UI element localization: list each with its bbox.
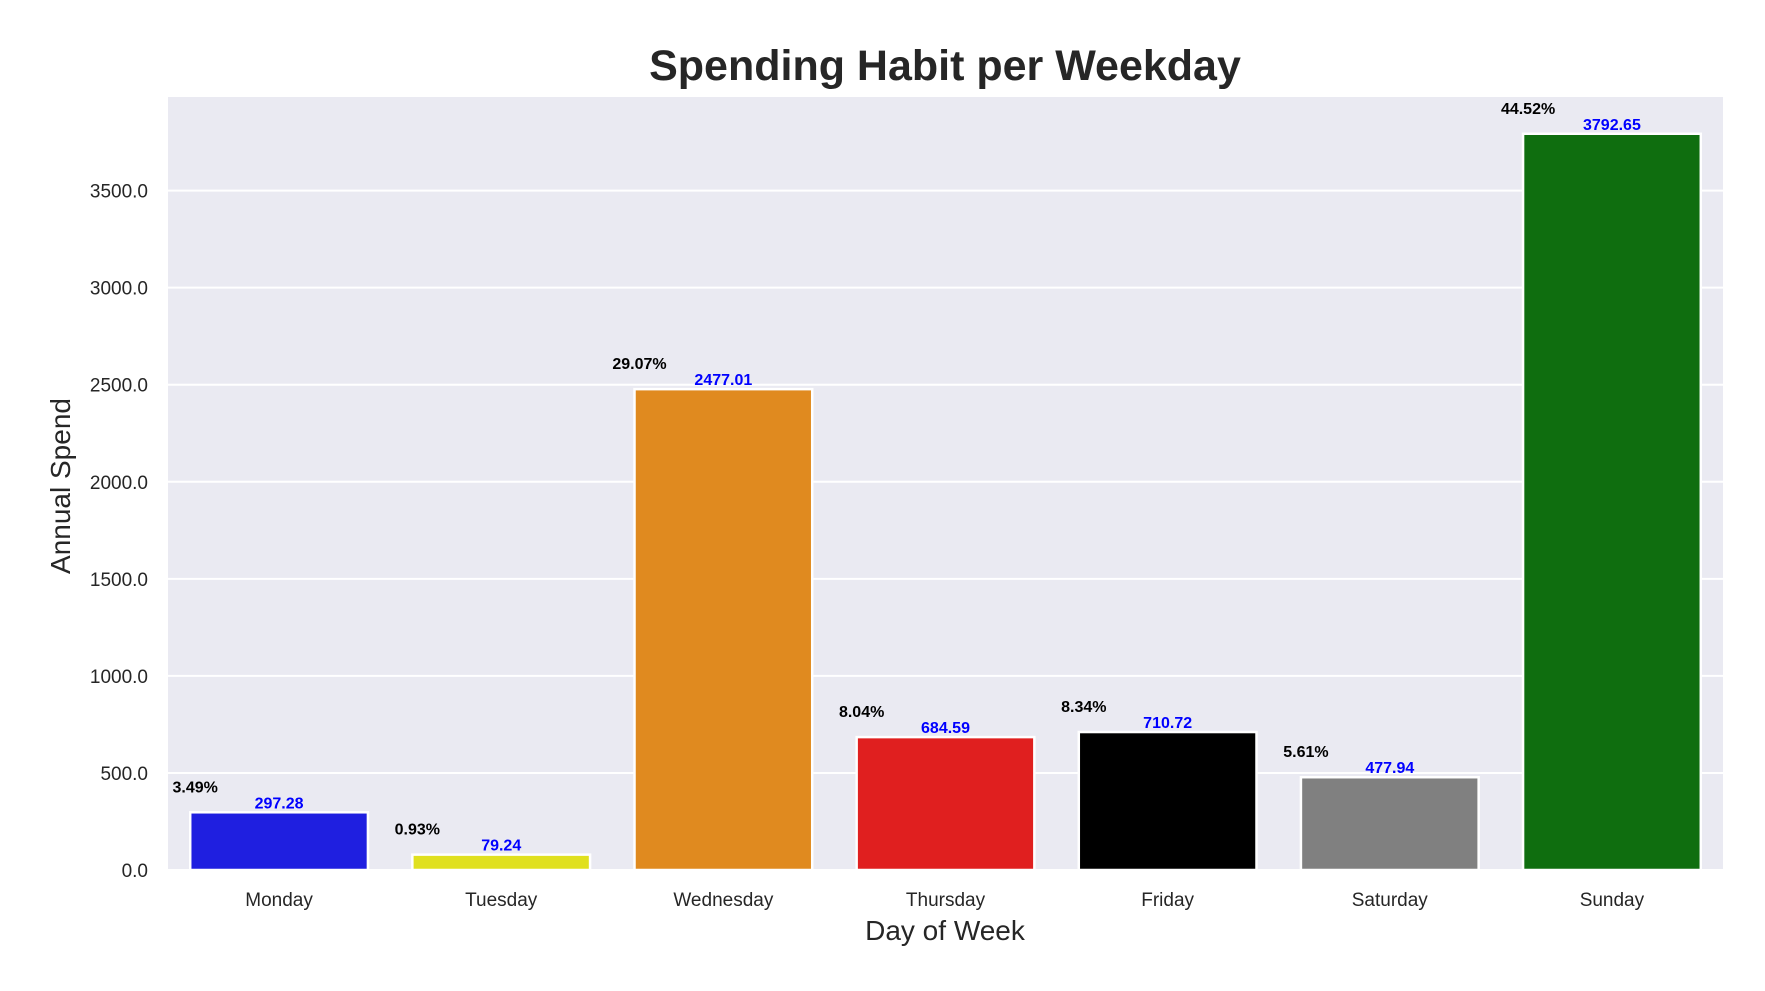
y-axis-label: Annual Spend — [45, 398, 76, 574]
percent-label: 0.93% — [395, 822, 440, 839]
value-label: 3792.65 — [1583, 117, 1641, 134]
value-label: 684.59 — [921, 720, 970, 737]
bars — [188, 132, 1703, 872]
x-tick-label: Wednesday — [673, 890, 773, 911]
y-tick-label: 1500.0 — [90, 570, 148, 591]
percent-label: 3.49% — [173, 779, 218, 796]
x-tick-label: Saturday — [1352, 890, 1429, 911]
value-label: 79.24 — [481, 838, 521, 855]
y-tick-label: 2500.0 — [90, 376, 148, 397]
bar-friday — [1077, 730, 1258, 872]
bar-thursday — [855, 735, 1036, 872]
chart-title: Spending Habit per Weekday — [649, 42, 1241, 90]
percent-label: 5.61% — [1283, 744, 1328, 761]
percent-label: 29.07% — [612, 356, 666, 373]
y-tick-label: 1000.0 — [90, 667, 148, 688]
x-axis-label: Day of Week — [865, 915, 1026, 946]
x-tick-label: Thursday — [906, 890, 986, 911]
bar-monday — [188, 811, 370, 872]
percent-label: 8.04% — [839, 704, 884, 721]
percent-label: 8.34% — [1061, 699, 1106, 716]
y-tick-label: 500.0 — [100, 764, 148, 785]
bar-wednesday — [633, 387, 814, 872]
y-tick-label: 2000.0 — [90, 473, 148, 494]
value-label: 710.72 — [1143, 715, 1192, 732]
x-axis-ticks: Monday Tuesday Wednesday Thursday Friday Satu… — [245, 890, 1644, 911]
percent-label: 44.52% — [1501, 101, 1555, 118]
x-tick-label: Monday — [245, 890, 313, 911]
bar-saturday — [1299, 775, 1480, 872]
y-tick-label: 3500.0 — [90, 182, 148, 203]
x-tick-label: Friday — [1141, 890, 1194, 911]
value-label: 2477.01 — [694, 372, 752, 389]
y-tick-label: 3000.0 — [90, 279, 148, 300]
y-axis-ticks: 0.0 500.0 1000.0 1500.0 2000.0 2500.0 3000.0 35… — [90, 182, 148, 882]
y-tick-label: 0.0 — [122, 861, 148, 882]
bar-sunday — [1521, 132, 1703, 872]
bar-tuesday — [411, 853, 592, 872]
value-label: 477.94 — [1365, 760, 1414, 777]
gridlines — [168, 189, 1723, 871]
x-tick-label: Tuesday — [465, 890, 538, 911]
x-tick-label: Sunday — [1580, 890, 1645, 911]
bar-labels: 297.28 3.49% 79.24 0.93% 2477.01 29.07% 684.59… — [173, 101, 1641, 855]
value-label: 297.28 — [255, 795, 304, 812]
